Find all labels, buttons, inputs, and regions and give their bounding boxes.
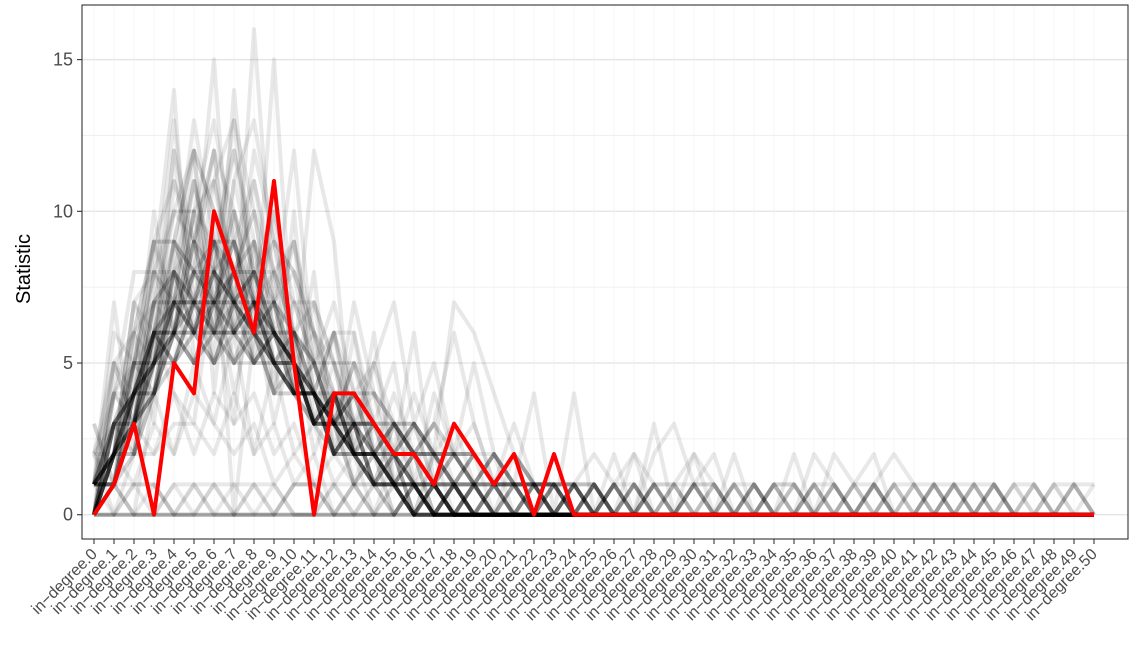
simulated-series-line [92,482,1096,517]
y-tick-label: 0 [63,505,73,525]
y-axis-title: Statistic [13,234,35,304]
y-tick-label: 5 [63,353,73,373]
observed-series-line [92,178,1094,517]
simulated-series-line [92,482,1094,517]
y-axis: 0 5 10 15 [53,50,82,525]
simulated-series-line [92,391,1094,517]
y-tick-label: 15 [53,50,73,70]
gridlines [82,5,1128,539]
x-axis: in−degree.0in−degree.1in−degree.2in−degr… [29,539,1101,624]
observed-series [92,178,1094,517]
simulated-series-line [94,452,1094,517]
simulated-series-line [92,391,1094,517]
panel-border [81,4,1129,540]
y-tick-label: 10 [53,201,73,221]
